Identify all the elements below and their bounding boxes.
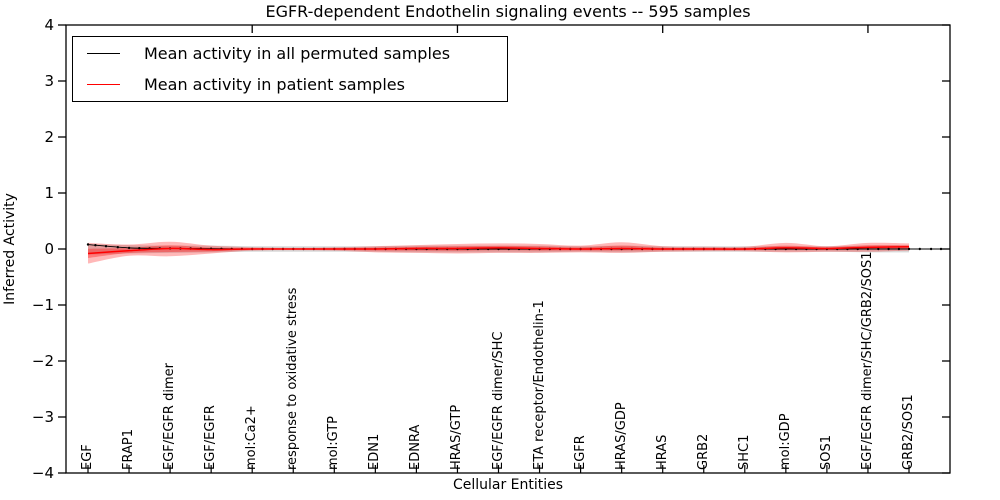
entity-label: HRAS/GTP: [449, 404, 465, 470]
legend-label: Mean activity in all permuted samples: [144, 43, 451, 63]
entity-label: mol:GTP: [326, 416, 342, 470]
y-tick-label: 4: [44, 16, 54, 34]
entity-label: GRB2: [695, 433, 711, 470]
patient-band: [88, 241, 909, 264]
entity-label: EGF/EGFR: [203, 405, 219, 470]
y-tick-label: 2: [44, 128, 54, 146]
entity-label: EGFR: [572, 435, 588, 470]
y-tick-label: 1: [44, 184, 54, 202]
patient-mean-line: [87, 246, 910, 255]
entity-label: mol:Ca2+: [244, 405, 260, 470]
entity-label: EDNRA: [408, 424, 424, 470]
entity-label: EGF/EGFR dimer/SHC/GRB2/SOS1: [859, 251, 875, 471]
x-axis-label: Cellular Entities: [452, 477, 564, 493]
entity-label: EGF/EGFR dimer: [162, 363, 178, 470]
entity-label: SHC1: [736, 434, 752, 470]
red-line-sample-icon: [87, 84, 120, 86]
entity-label: EGF: [80, 444, 95, 470]
legend-item-permuted: Mean activity in all permuted samples: [73, 38, 507, 68]
y-tick-label: −4: [32, 464, 54, 482]
entity-label: SOS1: [818, 434, 834, 470]
y-tick-label: −2: [32, 352, 54, 370]
entity-label: EDN1: [367, 433, 383, 470]
entity-label: mol:GDP: [777, 413, 793, 470]
entity-label: EGF/EGFR dimer/SHC: [490, 331, 506, 470]
y-tick-label: 3: [44, 72, 54, 90]
legend-item-patient: Mean activity in patient samples: [73, 70, 507, 100]
y-tick-label: −3: [32, 408, 54, 426]
entity-label: GRB2/SOS1: [901, 394, 916, 470]
entity-label: HRAS: [654, 434, 670, 470]
entity-label: HRAS/GDP: [613, 402, 629, 470]
y-tick-label: 0: [44, 240, 54, 258]
entity-label: response to oxidative stress: [285, 287, 301, 470]
chart-title: EGFR-dependent Endothelin signaling even…: [265, 2, 751, 21]
entity-label: FRAP1: [121, 429, 137, 470]
entity-label: ETA receptor/Endothelin-1: [531, 300, 547, 470]
y-axis-label: Inferred Activity: [2, 193, 18, 305]
legend-box: Mean activity in all permuted samples Me…: [72, 36, 508, 102]
y-tick-label: −1: [32, 296, 54, 314]
black-line-sample-icon: [87, 52, 120, 54]
legend-label: Mean activity in patient samples: [144, 75, 405, 95]
